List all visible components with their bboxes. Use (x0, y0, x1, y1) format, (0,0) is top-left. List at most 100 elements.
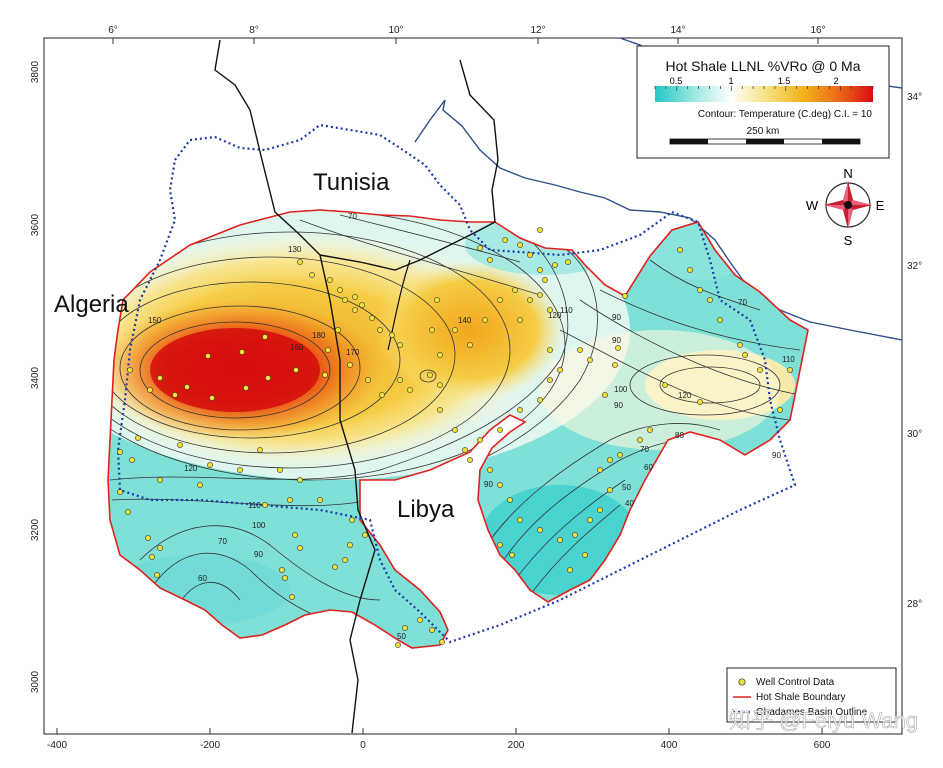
contour-label: 120 (548, 311, 562, 320)
contour-label: 40 (625, 499, 634, 508)
well-point (279, 567, 285, 573)
colorbar-tick: 1.5 (778, 76, 791, 86)
top-tick-label: 6° (108, 25, 118, 36)
left-tick-label: 3800 (30, 60, 41, 83)
well-point (437, 382, 443, 388)
top-tick-label: 14° (670, 25, 685, 36)
well-point (265, 375, 271, 381)
well-point (552, 262, 558, 268)
well-point (527, 297, 533, 303)
well-point (477, 437, 483, 443)
well-point (262, 334, 268, 340)
contour-label: 90 (484, 480, 493, 489)
well-point (429, 627, 435, 633)
contour-label: 110 (248, 501, 261, 510)
compass-south: S (844, 233, 853, 248)
watermark: 知乎 @Feiyu Wang (729, 708, 918, 733)
contour-label: 120 (184, 464, 198, 473)
well-point (352, 307, 358, 313)
well-point (429, 327, 435, 333)
top-tick-label: 10° (388, 25, 403, 36)
well-point (172, 392, 178, 398)
well-point (597, 467, 603, 473)
well-point (677, 247, 683, 253)
well-point (537, 267, 543, 273)
well-point (777, 407, 783, 413)
well-point (737, 342, 743, 348)
temperature-contours (108, 210, 801, 631)
well-point (277, 467, 283, 473)
contour-label: 170 (346, 348, 360, 357)
frame-tick-marks (56, 38, 823, 734)
well-point (359, 302, 365, 308)
legend: Well Control Data Hot Shale Boundary Gha… (726, 667, 897, 723)
border-tunisia-libya (319, 59, 499, 271)
contour-label: 90 (614, 401, 623, 410)
well-point (207, 462, 213, 468)
well-point (407, 387, 413, 393)
bottom-tick-label: -200 (200, 740, 220, 751)
well-point (482, 317, 488, 323)
colorbar-tick: 2 (833, 76, 838, 86)
contour-label: 50 (622, 483, 631, 492)
contour-label: 130 (288, 245, 302, 254)
well-point (257, 447, 263, 453)
well-point (389, 332, 395, 338)
well-point (317, 497, 323, 503)
well-point (322, 372, 328, 378)
well-point (437, 407, 443, 413)
well-point (127, 367, 133, 373)
contour-label: 180 (312, 331, 326, 340)
left-tick-label: 3400 (30, 366, 41, 389)
well-point (289, 594, 295, 600)
well-point (607, 457, 613, 463)
well-point (462, 447, 468, 453)
well-point (547, 377, 553, 383)
well-point (697, 287, 703, 293)
contour-label: 100 (614, 385, 628, 394)
well-point (287, 497, 293, 503)
right-tick-label: 34° (907, 92, 922, 103)
contour-label: 120 (678, 391, 692, 400)
well-point (154, 572, 160, 578)
well-point (542, 277, 548, 283)
contour-label: 60 (644, 463, 653, 472)
well-point (209, 395, 215, 401)
well-point (237, 467, 243, 473)
well-point (157, 375, 163, 381)
well-point (282, 575, 288, 581)
well-point (347, 362, 353, 368)
well-point (439, 639, 445, 645)
well-point (362, 532, 368, 538)
well-point (369, 315, 375, 321)
well-point (587, 357, 593, 363)
contour-caption: Contour: Temperature (C.deg) C.I. = 10 (698, 109, 873, 120)
well-point (517, 317, 523, 323)
right-latitude-ticks: 34° 32° 30° 28° (907, 92, 922, 610)
top-tick-label: 12° (530, 25, 545, 36)
well-point (402, 625, 408, 631)
well-point (117, 449, 123, 455)
well-point (615, 345, 621, 351)
well-point (147, 387, 153, 393)
left-tick-label: 3000 (30, 670, 41, 693)
well-point (497, 542, 503, 548)
well-point (297, 259, 303, 265)
colorbar (655, 86, 873, 102)
contour-labels: 70 130 150 160 170 180 140 120 110 100 9… (148, 212, 795, 641)
well-point (197, 482, 203, 488)
region-label-libya: Libya (397, 496, 455, 523)
compass-rose: N S E W (806, 166, 885, 248)
well-point (537, 227, 543, 233)
well-control-points (117, 227, 793, 648)
well-point (487, 467, 493, 473)
well-point (347, 542, 353, 548)
bottom-tick-label: 600 (814, 740, 831, 751)
well-point (337, 287, 343, 293)
well-point (352, 294, 358, 300)
well-point (565, 259, 571, 265)
well-point (332, 564, 338, 570)
bottom-tick-label: -400 (47, 740, 67, 751)
well-point (617, 452, 623, 458)
